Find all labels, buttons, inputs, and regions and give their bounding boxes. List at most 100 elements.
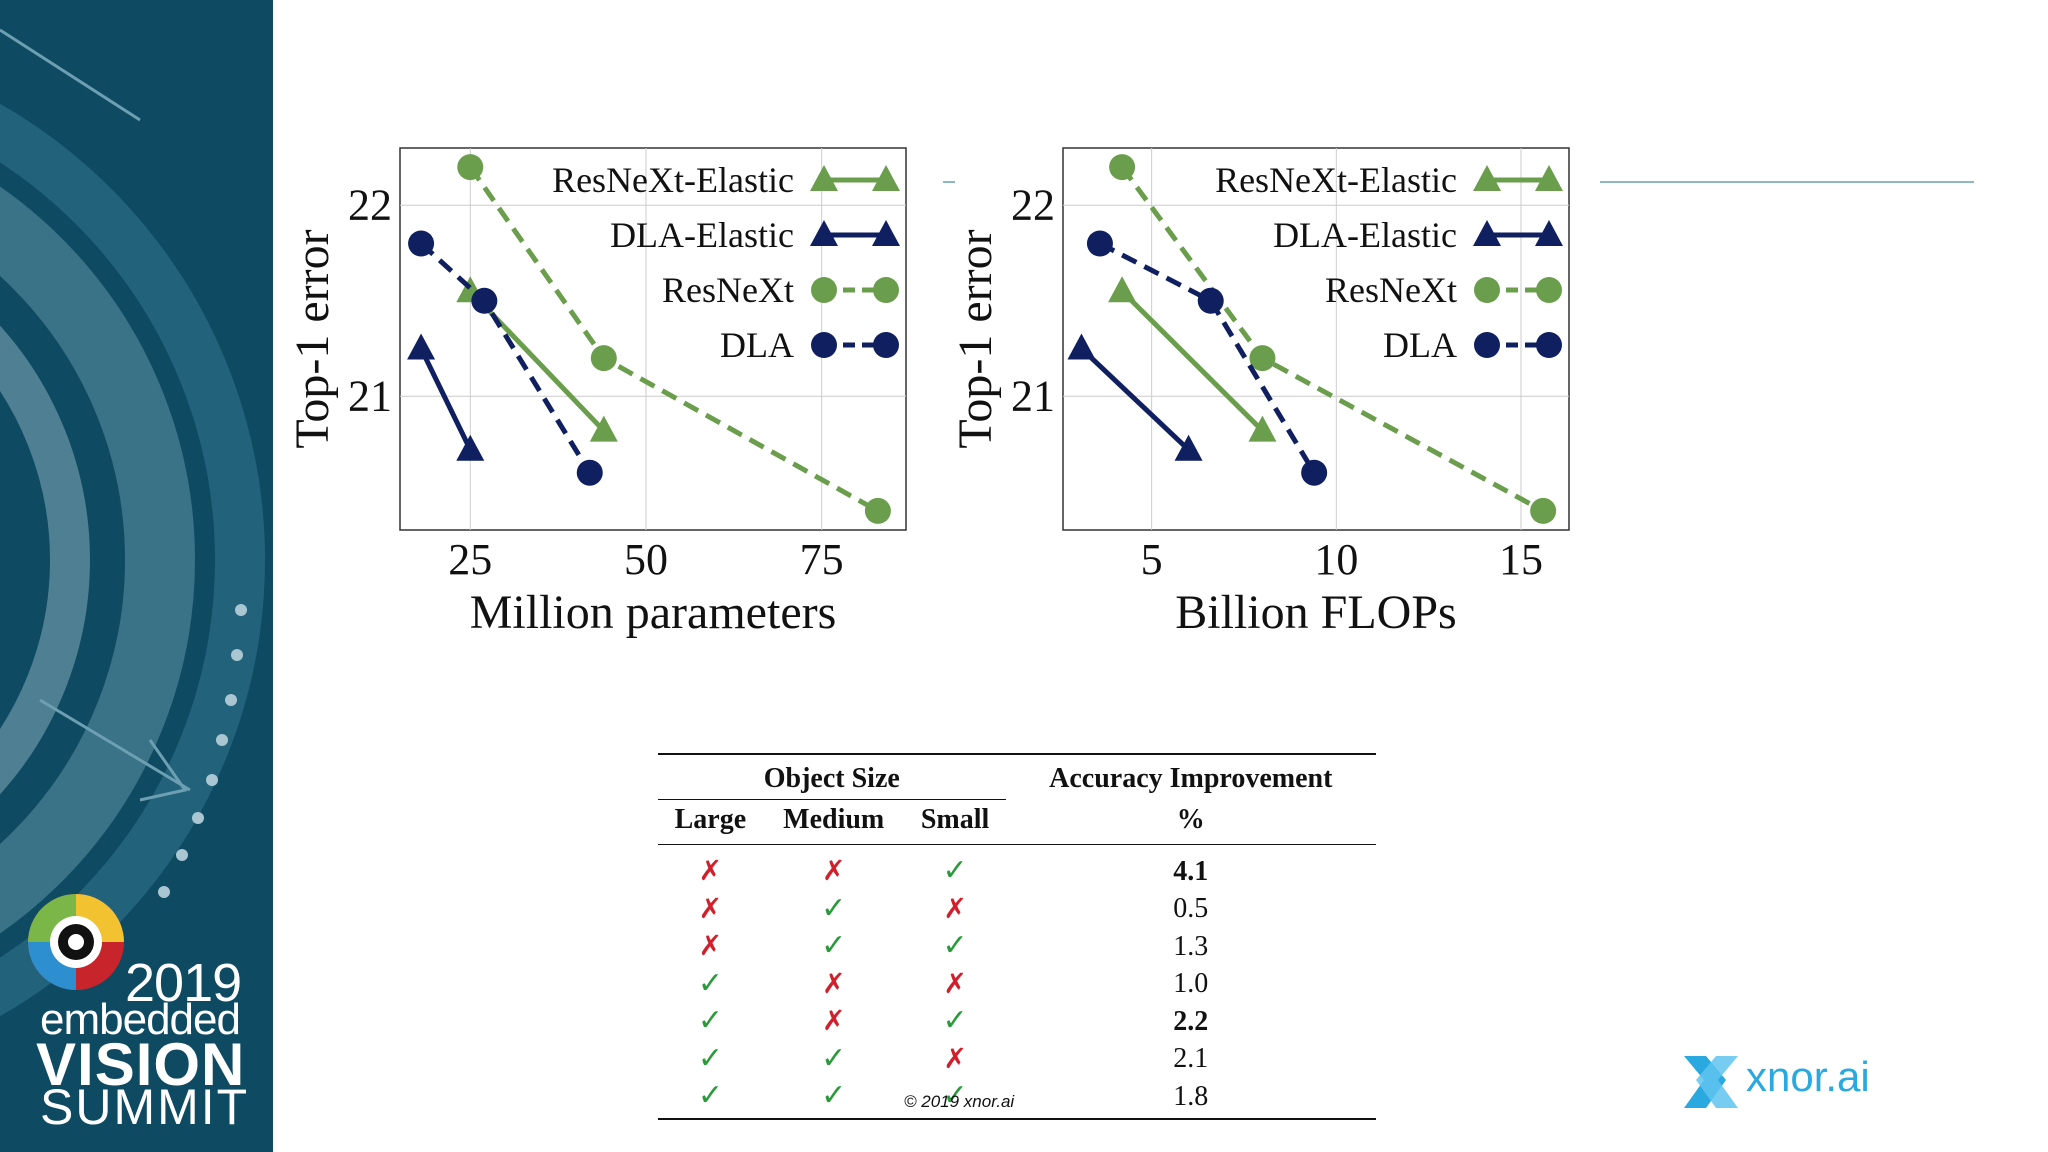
check-icon: ✓ xyxy=(697,1040,723,1076)
cell-large: ✗ xyxy=(658,891,763,929)
cross-icon: ✗ xyxy=(943,891,967,925)
x-axis-label: Billion FLOPs xyxy=(1175,586,1456,639)
x-tick-label: 25 xyxy=(448,535,492,584)
data-point-resnext xyxy=(590,345,617,372)
accuracy-unit-header: % xyxy=(1005,799,1376,845)
table-row: ✗ ✓ ✗ 0.5 xyxy=(658,891,1376,929)
data-point-dla xyxy=(576,459,603,486)
cell-medium: ✓ xyxy=(763,891,905,929)
table-row: ✓ ✗ ✗ 1.0 xyxy=(658,966,1376,1004)
legend-marker-resnext xyxy=(873,277,899,303)
legend-label-dla-elastic: DLA-Elastic xyxy=(610,215,794,255)
results-table: Object Size Accuracy Improvement Large M… xyxy=(658,753,1376,1120)
table-body: ✗ ✗ ✓ 4.1 ✗ ✓ ✗ 0.5 ✗ ✓ ✓ 1.3 ✓ ✗ ✗ 1.0 ✓ ✗ ✓ 2.2 ✓ ✓ ✗ 2.1 ✓ ✓ ✓ 1… xyxy=(658,845,1376,1120)
summit-year: 2019 xyxy=(125,953,242,1013)
legend-marker-dla-elastic xyxy=(1473,220,1501,246)
cell-large: ✓ xyxy=(658,966,763,1004)
cell-small: ✓ xyxy=(905,845,1006,891)
check-icon: ✓ xyxy=(697,1078,723,1113)
accuracy-header: Accuracy Improvement xyxy=(1005,753,1376,800)
data-point-dla-elastic xyxy=(1067,333,1096,360)
summit-vision-label: VISION xyxy=(36,1031,246,1098)
data-point-resnext xyxy=(864,497,891,524)
legend-label-resnext: ResNeXt xyxy=(662,270,794,310)
x-tick-label: 15 xyxy=(1499,535,1543,584)
cross-icon: ✗ xyxy=(821,966,846,1000)
x-tick-label: 75 xyxy=(800,535,844,584)
x-tick-label: 5 xyxy=(1141,535,1163,584)
sidebar-panel: 2019 embedded VISION SUMMIT xyxy=(0,0,273,1152)
legend-marker-resnext-elastic xyxy=(1535,165,1563,191)
table-row: ✓ ✓ ✓ 1.8 xyxy=(658,1078,1376,1120)
data-point-dla-elastic xyxy=(456,434,485,461)
legend-marker-dla xyxy=(873,332,899,358)
series-line-resnext-elastic xyxy=(1120,289,1265,433)
cell-large: ✗ xyxy=(658,928,763,966)
decorative-divider-long xyxy=(1600,181,1974,183)
chart-flops: 5 10 15 21 22 Billion FLOPs Top-1 error ResNeXt… xyxy=(949,147,1570,639)
legend-marker-resnext-elastic xyxy=(1473,165,1501,191)
legend-marker-resnext xyxy=(811,277,837,303)
cross-icon: ✗ xyxy=(698,891,723,925)
data-point-resnext xyxy=(1109,154,1136,181)
legend-label-resnext-elastic: ResNeXt-Elastic xyxy=(552,160,794,200)
cell-medium: ✗ xyxy=(763,966,905,1004)
legend-marker-dla xyxy=(1536,332,1562,358)
legend-label-dla: DLA xyxy=(1383,325,1457,365)
column-header-medium: Medium xyxy=(762,799,905,845)
sidebar-dots xyxy=(158,604,247,898)
copyright-notice: © 2019 xnor.ai xyxy=(904,1092,1015,1111)
sidebar-ring-inner xyxy=(0,325,90,795)
y-axis-label: Top-1 error xyxy=(286,229,339,448)
cross-icon: ✗ xyxy=(821,854,846,887)
legend-marker-resnext xyxy=(1536,277,1562,303)
data-point-dla xyxy=(1086,230,1113,257)
table-row: ✓ ✗ ✓ 2.2 xyxy=(658,1003,1376,1041)
cell-large: ✓ xyxy=(658,1003,763,1041)
cell-small: ✓ xyxy=(904,1078,1006,1120)
data-point-dla xyxy=(471,287,498,314)
x-tick-label: 10 xyxy=(1314,535,1358,584)
cross-icon: ✗ xyxy=(698,929,723,962)
cell-medium: ✓ xyxy=(762,1078,905,1120)
legend-marker-dla-elastic xyxy=(1535,220,1563,246)
check-icon: ✓ xyxy=(821,1040,847,1076)
cell-medium: ✗ xyxy=(763,1003,905,1041)
check-icon: ✓ xyxy=(942,853,968,888)
check-icon: ✓ xyxy=(942,928,968,963)
data-point-dla xyxy=(1197,287,1224,314)
table-header-row-columns: Large Medium Small % xyxy=(658,799,1376,845)
y-tick-label: 22 xyxy=(348,180,392,229)
data-point-resnext xyxy=(1249,345,1276,372)
arrow-icon xyxy=(39,698,191,802)
cell-accuracy: 2.1 xyxy=(1173,1043,1209,1074)
cell-accuracy: 4.1 xyxy=(1173,855,1209,887)
legend-marker-dla xyxy=(1474,332,1500,358)
cell-medium: ✗ xyxy=(763,845,905,891)
cell-accuracy: 1.3 xyxy=(1173,930,1209,962)
cell-accuracy: 2.2 xyxy=(1173,1005,1209,1037)
legend-marker-dla-elastic xyxy=(810,220,838,246)
series-line-dla-elastic xyxy=(418,347,473,451)
summit-logo-icon xyxy=(28,894,124,990)
table-row: ✓ ✓ ✗ 2.1 xyxy=(658,1041,1376,1079)
sidebar-streak xyxy=(0,28,141,122)
data-point-dla xyxy=(408,230,435,257)
cell-small: ✓ xyxy=(905,928,1006,966)
sidebar-ring-mid xyxy=(0,186,195,934)
legend-label-dla: DLA xyxy=(720,325,794,365)
cell-medium: ✓ xyxy=(763,928,905,966)
legend-marker-resnext xyxy=(1474,277,1500,303)
data-point-dla xyxy=(1301,459,1328,486)
x-axis-label: Million parameters xyxy=(470,586,837,639)
y-axis-label: Top-1 error xyxy=(949,229,1002,448)
cross-icon: ✗ xyxy=(821,1004,846,1037)
summit-embedded-label: embedded xyxy=(40,995,241,1044)
data-point-resnext xyxy=(1530,497,1557,524)
check-icon: ✓ xyxy=(942,1078,968,1113)
cell-large: ✓ xyxy=(658,1078,763,1120)
data-point-dla-elastic xyxy=(407,333,436,360)
table-row: ✗ ✗ ✓ 4.1 xyxy=(658,845,1376,891)
legend-label-resnext: ResNeXt xyxy=(1325,270,1457,310)
legend-marker-resnext-elastic xyxy=(872,165,900,191)
